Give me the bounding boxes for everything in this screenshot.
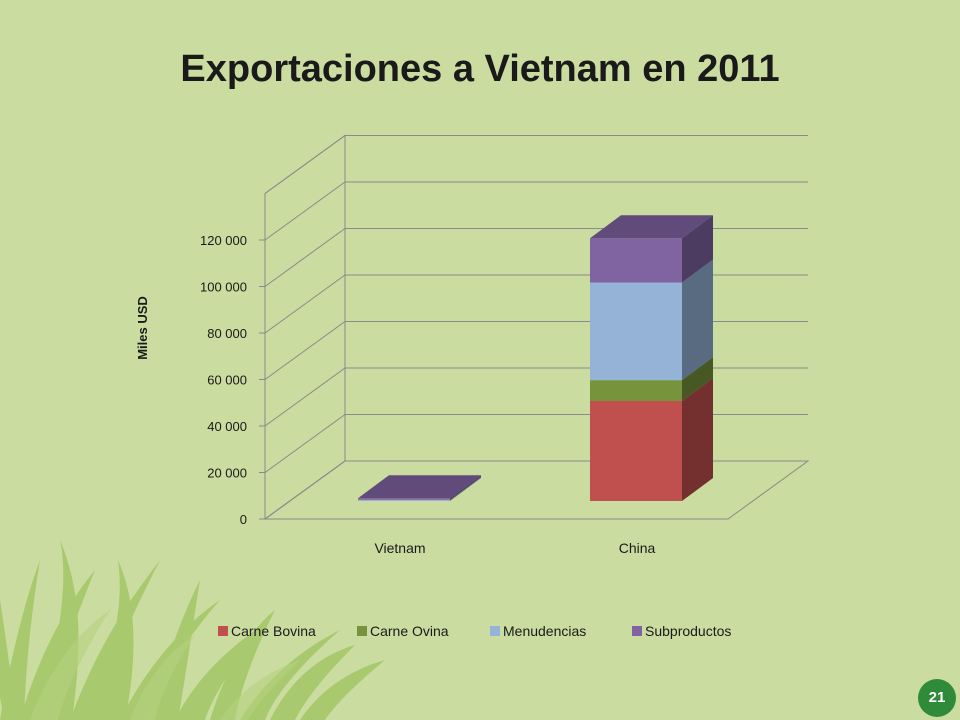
chart-legend: Carne Bovina Carne Ovina Menudencias Subpro… [218,623,731,639]
bar-side-face [682,378,713,501]
bar-segment [358,476,481,501]
bar-side-face [450,475,481,500]
bar-segment [590,215,713,283]
y-axis-tick-labels: 0 20 000 40 000 60 000 80 000 100 000 120 000 [200,233,247,527]
bar-segment [358,475,481,500]
y-axis-label: Miles USD [135,296,150,360]
bar-top-face [590,215,713,239]
y-tick-label: 120 000 [200,233,247,248]
legend-swatch [218,626,228,636]
gridline [264,274,808,334]
y-tick-label: 80 000 [207,326,247,341]
legend-label: Carne Ovina [370,623,449,639]
gridline [264,135,808,194]
legend-item: Subproductos [632,623,731,639]
legend-item: Carne Ovina [357,623,449,639]
x-axis-category-labels: Vietnam China [374,540,655,556]
y-tick-label: 60 000 [207,373,247,388]
bar-front-face [358,498,450,500]
chart-side-wall [264,134,346,520]
legend-swatch [632,626,642,636]
bar-front-face [590,238,682,283]
bar-front-face [358,499,450,501]
chart-floor [263,460,810,520]
gridline [264,228,808,287]
chart-bars [358,215,713,501]
bar-front-face [590,401,682,501]
gridline [264,321,808,380]
x-tick-label: China [619,540,656,556]
y-tick-label: 40 000 [207,419,247,434]
legend-swatch [490,626,500,636]
legend-label: Subproductos [645,623,731,639]
bar-segment [590,357,713,402]
slide-title: Exportaciones a Vietnam en 2011 [180,48,780,90]
y-tick-label: 100 000 [200,280,247,295]
legend-item: Carne Bovina [218,623,316,639]
y-tick-label: 0 [240,512,247,527]
gridline [264,367,808,427]
legend-label: Carne Bovina [231,623,316,639]
bar-side-face [682,215,713,283]
bar-front-face [590,282,682,381]
bar-side-face [682,259,713,381]
bar-side-face [682,357,713,402]
legend-item: Menudencias [490,623,586,639]
chart-gridlines [259,135,808,520]
x-tick-label: Vietnam [374,540,425,556]
bar-side-face [450,476,481,501]
y-tick-label: 20 000 [207,466,247,481]
bar-top-face [358,475,481,499]
page-number-badge: 21 [918,679,956,717]
legend-label: Menudencias [503,623,586,639]
bar-segment [590,259,713,381]
legend-swatch [357,626,367,636]
gridline [264,181,808,241]
gridline [264,414,808,473]
bar-segment [590,378,713,501]
bar-front-face [590,380,682,402]
gridline [264,460,808,520]
